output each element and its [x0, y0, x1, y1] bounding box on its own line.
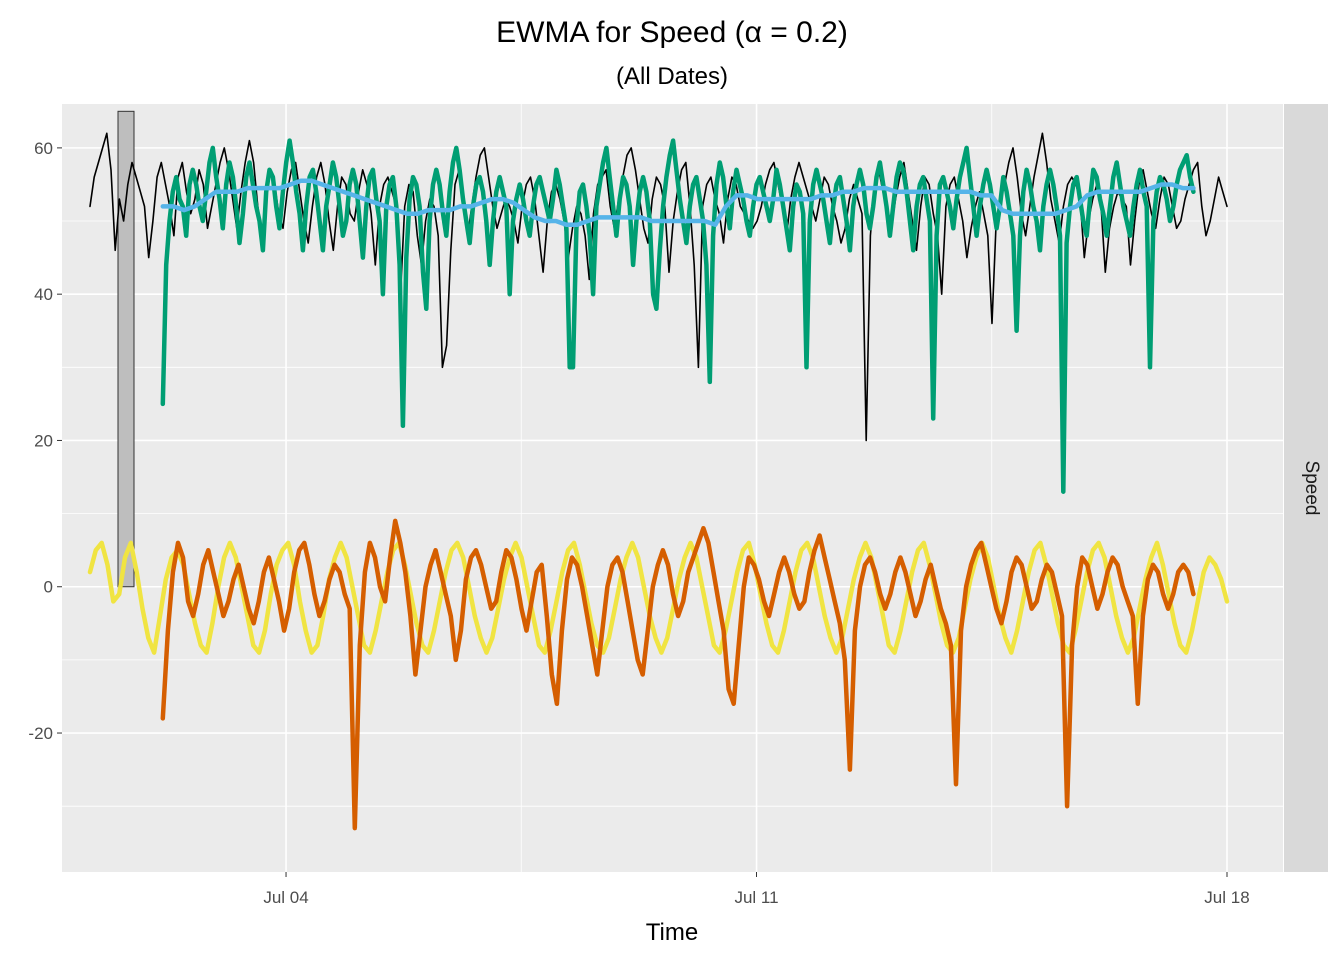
x-tick-label: Jul 18 [1204, 888, 1249, 907]
range-bar [117, 110, 135, 588]
y-tick-label: 60 [34, 139, 53, 158]
y-tick-label: 0 [44, 578, 53, 597]
chart-title: EWMA for Speed (α = 0.2) [496, 16, 848, 49]
x-tick-label: Jul 04 [263, 888, 308, 907]
y-tick-label: 20 [34, 431, 53, 450]
y-tick-label: -20 [28, 724, 53, 743]
ewma-line [160, 178, 1196, 227]
series-layer [87, 110, 1230, 831]
x-axis-title: Time [646, 919, 698, 946]
residual-b-line [160, 518, 1196, 831]
facet-strip-label: Speed [1301, 461, 1322, 516]
facet-strip [1284, 104, 1328, 872]
chart-subtitle: (All Dates) [616, 63, 728, 90]
y-axis: -20 0 20 40 60 [28, 139, 62, 743]
x-axis: Jul 04 Jul 11 Jul 18 [263, 872, 1250, 907]
y-tick-label: 40 [34, 285, 53, 304]
x-tick-label: Jul 11 [734, 888, 778, 907]
residual-a-line [87, 540, 1230, 655]
